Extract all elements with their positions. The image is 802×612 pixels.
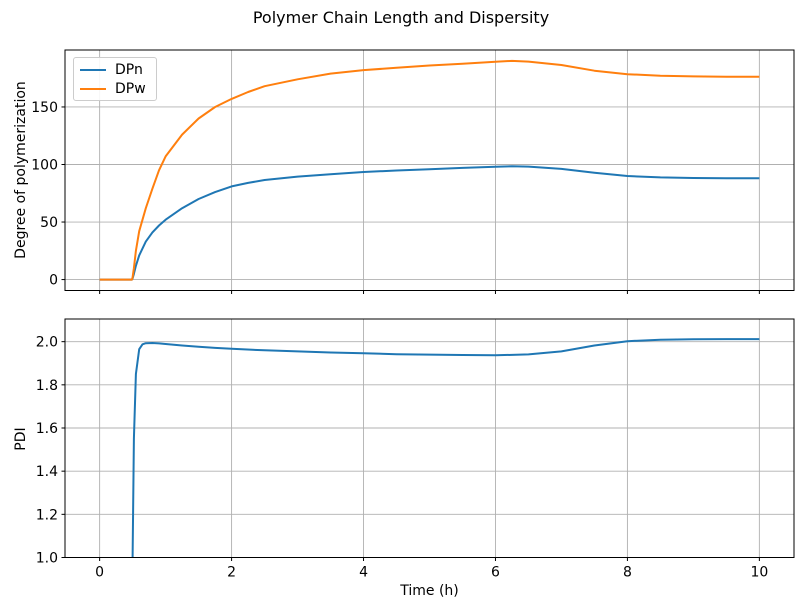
legend: DPn DPw [73,57,157,101]
top-axes: 0 50 100 150 [31,49,795,294]
x-tick-label: 10 [750,565,768,581]
legend-item-dpn: DPn [80,62,150,78]
y-tick-label: 1.8 [36,378,58,394]
curve-dpn [99,165,760,281]
y-tick-label: 1.0 [36,551,58,567]
curve-dpw [99,59,760,281]
y-tick-label: 1.4 [36,464,58,480]
y-tick-label: 2.0 [36,335,58,351]
legend-label-dpn: DPn [115,61,143,78]
figure-title: Polymer Chain Length and Dispersity [252,8,550,27]
legend-item-dpw: DPw [80,81,150,97]
dpw-line-swatch [80,87,106,90]
x-tick-label: 4 [359,565,368,581]
axes-frame [64,49,795,291]
dpn-line-swatch [80,68,106,71]
y-tick-label: 0 [49,273,58,289]
x-axis-label: Time (h) [400,583,459,599]
x-tick-label: 6 [491,565,500,581]
bottom-axes: 0 2 4 6 8 10 1.0 1.2 1.4 1.6 1.8 2.0 [36,318,795,581]
x-tick-label: 8 [623,565,632,581]
y-tick-label: 1.2 [36,507,58,523]
legend-label-dpw: DPw [115,80,146,97]
axes-frame [64,318,795,558]
y-tick-label: 150 [31,100,58,116]
curve-pdi [131,338,760,558]
y-tick-label: 100 [31,157,58,173]
x-tick-label: 2 [227,565,236,581]
y-tick-label: 1.6 [36,421,58,437]
x-tick-label: 0 [95,565,104,581]
y-tick-label: 50 [40,215,58,231]
